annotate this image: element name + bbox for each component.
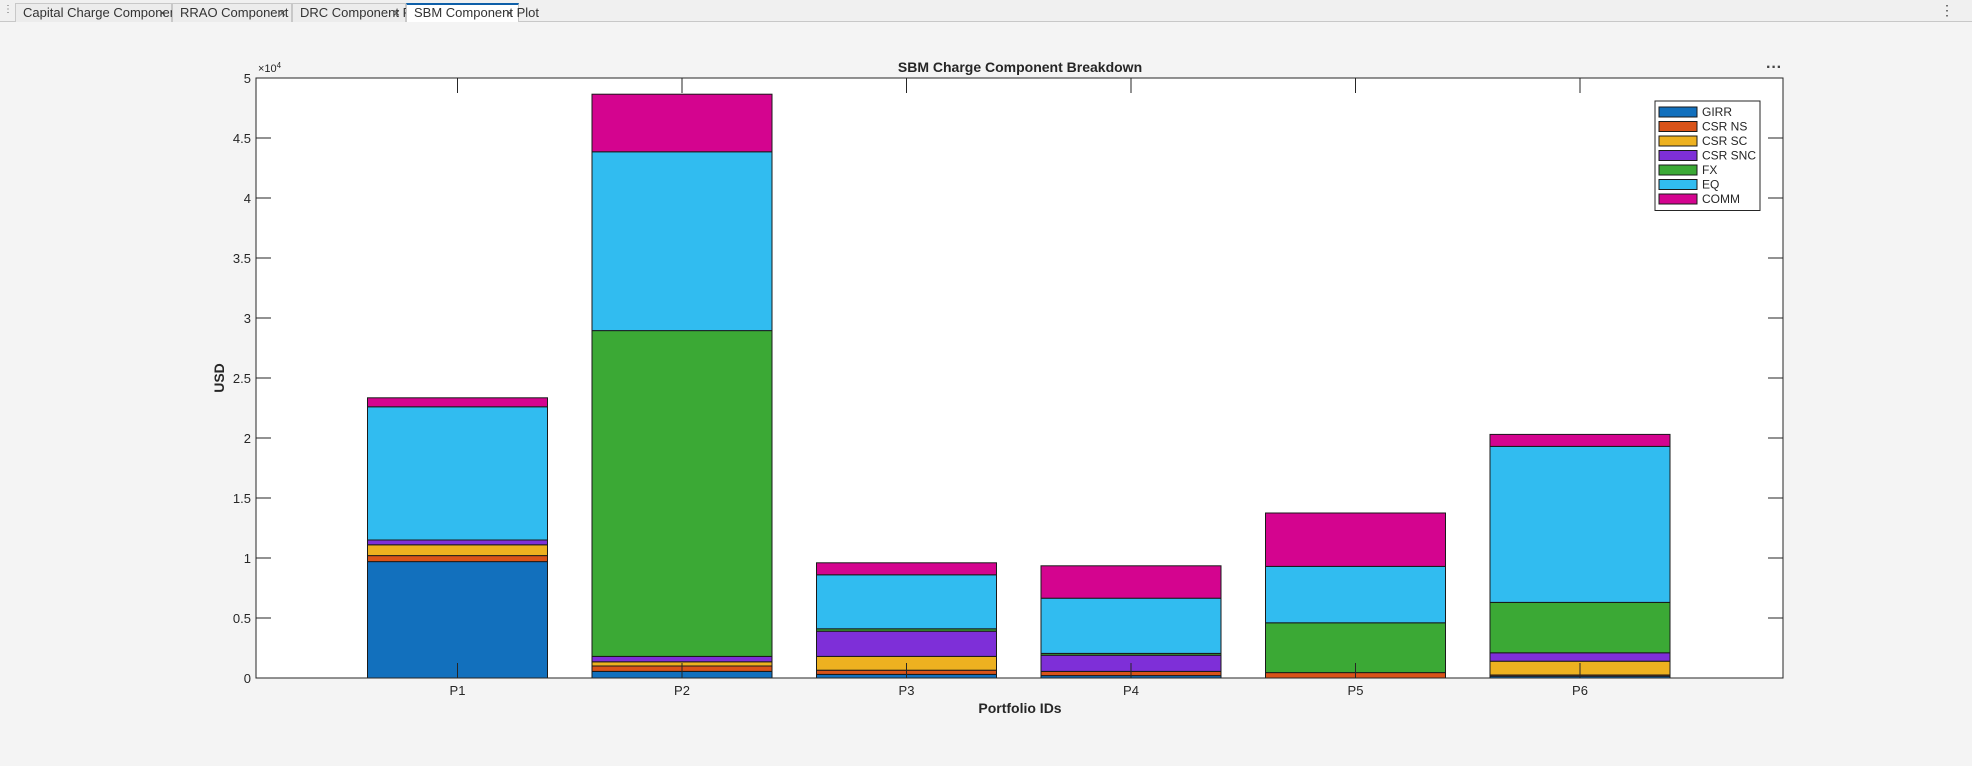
x-tick-label: P2	[674, 683, 690, 698]
tab-capital-charge-component-plot[interactable]: Capital Charge Component Plot ×	[15, 3, 207, 22]
close-icon[interactable]: ×	[392, 6, 400, 20]
y-tick-label: 4	[244, 191, 251, 206]
bar-p3-eq[interactable]	[816, 574, 997, 630]
legend-label: CSR SNC	[1702, 149, 1756, 163]
legend-label: CSR SC	[1702, 134, 1748, 148]
legend-swatch	[1658, 121, 1698, 132]
sbm-chart: P1 P2 P3 P4 P5 P6 0 0.5 1 1.5 2 2.5 3 3.5 4 4.5 5 SBM Ch…	[211, 59, 1784, 716]
y-tick-label: 0	[244, 671, 251, 686]
y-tick-label: 1.5	[233, 491, 251, 506]
bar-p6-comm[interactable]	[1489, 433, 1671, 447]
bar-p4-eq[interactable]	[1040, 597, 1222, 654]
tab-drc-component-plot[interactable]: DRC Component Plot ×	[292, 3, 425, 22]
bar-p2-eq[interactable]	[591, 151, 773, 332]
y-tick-label: 3	[244, 311, 251, 326]
x-axis-label: Portfolio IDs	[978, 700, 1061, 716]
legend-swatch	[1658, 193, 1698, 205]
bar-p5-comm[interactable]	[1265, 512, 1446, 567]
y-tick-label: 3.5	[233, 251, 251, 266]
close-icon[interactable]: ×	[158, 6, 166, 20]
x-tick-label: P5	[1348, 683, 1364, 698]
legend-label: EQ	[1702, 178, 1719, 192]
x-tick-label: P4	[1123, 683, 1139, 698]
y-tick-label: 1	[244, 551, 251, 566]
legend-swatch	[1658, 164, 1698, 176]
tab-label: SBM Component Plot	[414, 5, 540, 20]
bar-p1-comm[interactable]	[367, 397, 548, 408]
bar-p4-comm[interactable]	[1040, 565, 1222, 599]
bar-p5-eq[interactable]	[1265, 565, 1446, 624]
tab-bar-grip-icon[interactable]: ⋮	[3, 4, 13, 15]
bar-p6-eq[interactable]	[1489, 445, 1671, 603]
tab-sbm-component-plot[interactable]: SBM Component Plot ×	[406, 3, 539, 22]
legend-label: CSR NS	[1702, 120, 1747, 134]
close-icon[interactable]: ×	[505, 6, 513, 20]
bar-p3-csr-snc[interactable]	[816, 630, 997, 657]
y-exponent-label: ×104	[258, 61, 282, 75]
tab-label: DRC Component Plot	[300, 5, 425, 20]
y-tick-label: 2	[244, 431, 251, 446]
bar-p1-eq[interactable]	[367, 406, 548, 541]
bar-p3-comm[interactable]	[816, 562, 997, 576]
chart-title: SBM Charge Component Breakdown	[898, 59, 1142, 75]
window-menu-icon[interactable]: ⋮	[1940, 2, 1954, 18]
bar-p1-csr-snc[interactable]	[367, 539, 548, 546]
legend-swatch	[1658, 135, 1698, 147]
legend-label: COMM	[1702, 192, 1740, 206]
bar-p2-comm[interactable]	[591, 93, 773, 153]
y-axis-label: USD	[211, 363, 227, 393]
y-tick-label: 4.5	[233, 131, 251, 146]
tab-bar: ⋮ Capital Charge Component Plot × RRAO C…	[0, 0, 1972, 22]
legend-swatch	[1658, 150, 1698, 161]
tab-label: Capital Charge Component Plot	[23, 5, 207, 20]
bar-p2-fx[interactable]	[591, 330, 773, 657]
axes-box	[255, 77, 1784, 679]
tab-label: RRAO Component Plot	[180, 5, 315, 20]
bar-p2-csr-snc[interactable]	[591, 655, 773, 663]
y-tick-label: 5	[244, 71, 251, 86]
legend-swatch	[1658, 106, 1698, 118]
bar-p6-csr-snc[interactable]	[1489, 652, 1671, 662]
bar-p1-csr-ns[interactable]	[367, 555, 548, 563]
legend-swatch	[1658, 179, 1698, 190]
y-tick-label: 2.5	[233, 371, 251, 386]
x-tick-label: P6	[1572, 683, 1588, 698]
legend-label: FX	[1702, 163, 1717, 177]
x-tick-label: P3	[899, 683, 915, 698]
legend-label: GIRR	[1702, 105, 1732, 119]
bar-p6-fx[interactable]	[1489, 601, 1671, 654]
close-icon[interactable]: ×	[278, 6, 286, 20]
axes-toolbar-menu-icon[interactable]: ···	[1766, 59, 1782, 76]
bar-p1-csr-sc[interactable]	[367, 544, 548, 557]
y-tick-label: 0.5	[233, 611, 251, 626]
x-tick-label: P1	[450, 683, 466, 698]
bar-p1-girr[interactable]	[367, 561, 548, 679]
tab-rrao-component-plot[interactable]: RRAO Component Plot ×	[172, 3, 314, 22]
figure-area: P1 P2 P3 P4 P5 P6 0 0.5 1 1.5 2 2.5 3 3.5 4 4.5 5 SBM Ch…	[0, 22, 1972, 761]
